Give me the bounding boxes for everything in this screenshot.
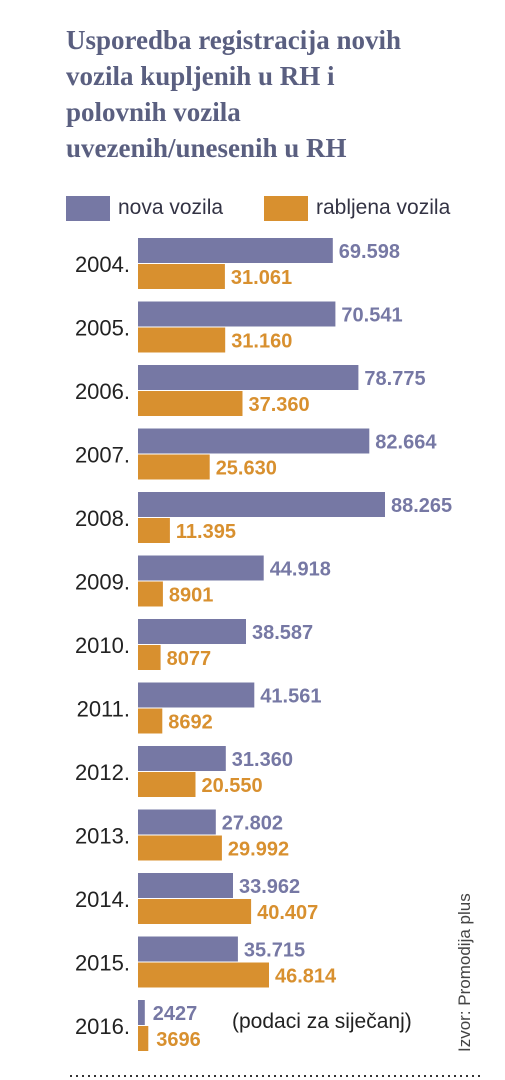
- bar-used: [138, 772, 196, 797]
- bar-new: [138, 936, 238, 962]
- value-label-new: 88.265: [391, 495, 452, 517]
- bar-new: [138, 1000, 145, 1025]
- bar-used: [138, 899, 252, 924]
- legend-label-new: nova vozila: [118, 196, 224, 219]
- bar-new: [138, 746, 226, 771]
- year-label: 2009.: [75, 570, 130, 595]
- value-label-new: 31.360: [232, 749, 293, 771]
- chart-title: Usporedba registracija novih vozila kupl…: [66, 22, 486, 166]
- legend-swatch-used: [264, 195, 308, 221]
- bar-new: [138, 492, 385, 517]
- bar-used: [138, 708, 163, 734]
- bar-new: [138, 619, 246, 644]
- year-label: 2008.: [75, 506, 130, 531]
- bar-used: [138, 327, 226, 353]
- bar-used: [138, 835, 222, 861]
- bar-new: [138, 809, 216, 835]
- legend-item-used: rabljena vozila: [264, 195, 450, 221]
- bar-new: [138, 365, 359, 390]
- bar-used: [138, 391, 243, 416]
- value-label-used: 40.407: [257, 902, 318, 924]
- value-label-used: 29.992: [228, 839, 289, 861]
- bar-new: [138, 428, 370, 454]
- value-label-new: 70.541: [341, 305, 402, 327]
- year-label: 2012.: [75, 760, 130, 785]
- value-label-new: 38.587: [252, 622, 313, 644]
- legend-swatch-new: [66, 195, 110, 221]
- value-label-new: 41.561: [260, 686, 321, 708]
- value-label-new: 82.664: [375, 432, 437, 454]
- bar-used: [138, 454, 210, 480]
- value-label-used: 37.360: [249, 394, 310, 416]
- footnote: (podaci za siječanj): [232, 1010, 412, 1033]
- year-label: 2016.: [75, 1014, 130, 1039]
- bar-used: [138, 518, 170, 543]
- value-label-used: 31.160: [231, 331, 292, 353]
- value-label-used: 20.550: [202, 775, 263, 797]
- bar-new: [138, 873, 233, 898]
- bar-used: [138, 1026, 149, 1051]
- value-label-used: 3696: [156, 1029, 201, 1051]
- title-line: Usporedba registracija novih: [66, 25, 402, 55]
- value-label-used: 8901: [169, 585, 214, 607]
- value-label-new: 2427: [153, 1003, 198, 1025]
- bar-new: [138, 555, 264, 581]
- year-label: 2004.: [75, 252, 130, 277]
- bar-new: [138, 682, 255, 708]
- value-label-used: 11.395: [176, 521, 236, 543]
- legend-item-new: nova vozila: [66, 195, 223, 221]
- value-label-used: 25.630: [216, 458, 277, 480]
- value-label-new: 35.715: [244, 940, 305, 962]
- year-label: 2010.: [75, 633, 130, 658]
- value-label-new: 78.775: [364, 368, 425, 390]
- year-label: 2014.: [75, 887, 130, 912]
- value-label-used: 46.814: [275, 966, 337, 988]
- year-label: 2011.: [77, 697, 130, 722]
- bar-used: [138, 962, 269, 988]
- value-label-new: 44.918: [270, 559, 331, 581]
- bar-used: [138, 581, 163, 607]
- title-line: uvezenih/unesenih u RH: [66, 133, 347, 163]
- value-label-new: 69.598: [339, 241, 400, 263]
- value-label-used: 8692: [168, 712, 213, 734]
- bar-new: [138, 301, 336, 327]
- year-label: 2007.: [75, 443, 130, 468]
- value-label-new: 27.802: [222, 813, 283, 835]
- title-line: vozila kupljenih u RH i: [66, 61, 335, 91]
- title-line: polovnih vozila: [66, 97, 241, 127]
- value-label-new: 33.962: [239, 876, 300, 898]
- year-label: 2005.: [75, 316, 130, 341]
- bar-new: [138, 238, 333, 263]
- year-label: 2006.: [75, 379, 130, 404]
- year-label: 2015.: [75, 951, 130, 976]
- legend-label-used: rabljena vozila: [316, 196, 451, 219]
- value-label-used: 8077: [167, 648, 212, 670]
- bar-used: [138, 645, 161, 670]
- bar-used: [138, 264, 225, 289]
- value-label-used: 31.061: [231, 267, 292, 289]
- year-label: 2013.: [75, 824, 130, 849]
- source-note: Izvor: Promodija plus: [455, 893, 474, 1052]
